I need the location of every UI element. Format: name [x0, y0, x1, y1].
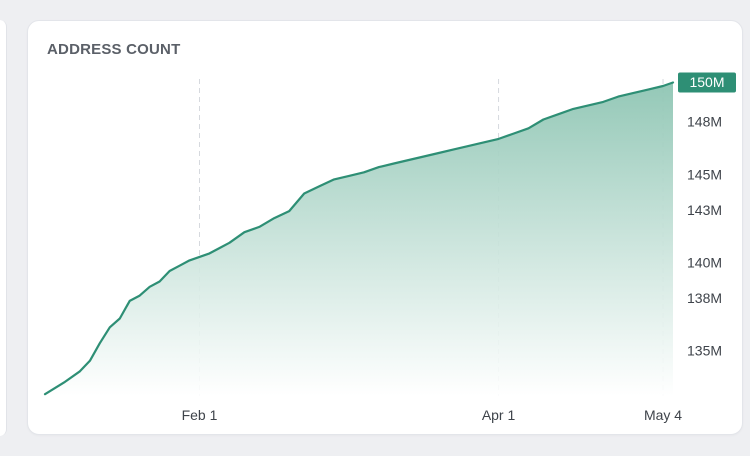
x-axis-ticks: Feb 1 Apr 1 May 4 [182, 407, 683, 423]
x-tick-label: Feb 1 [182, 407, 218, 423]
y-tick-label: 140M [687, 255, 722, 271]
address-count-card: ADDRESS COUNT 135M 138M 140M 143M 145M 148M F… [27, 20, 743, 435]
x-tick-label: May 4 [644, 407, 682, 423]
y-tick-label: 145M [687, 167, 722, 183]
y-tick-label: 148M [687, 114, 722, 130]
y-tick-label: 143M [687, 202, 722, 218]
card-title: ADDRESS COUNT [47, 41, 181, 58]
y-axis-ticks: 135M 138M 140M 143M 145M 148M [687, 114, 722, 359]
area-fill [45, 82, 673, 396]
y-tick-label: 135M [687, 343, 722, 359]
series-line [43, 81, 675, 396]
x-tick-label: Apr 1 [482, 407, 516, 423]
y-tick-label: 138M [687, 290, 722, 306]
adjacent-panel-edge [0, 20, 7, 436]
badge-background [678, 72, 736, 93]
address-count-chart: 135M 138M 140M 143M 145M 148M Feb 1 Apr 1 May 4… [43, 72, 736, 423]
current-value-badge: 150M [678, 72, 736, 93]
badge-label: 150M [689, 74, 724, 90]
